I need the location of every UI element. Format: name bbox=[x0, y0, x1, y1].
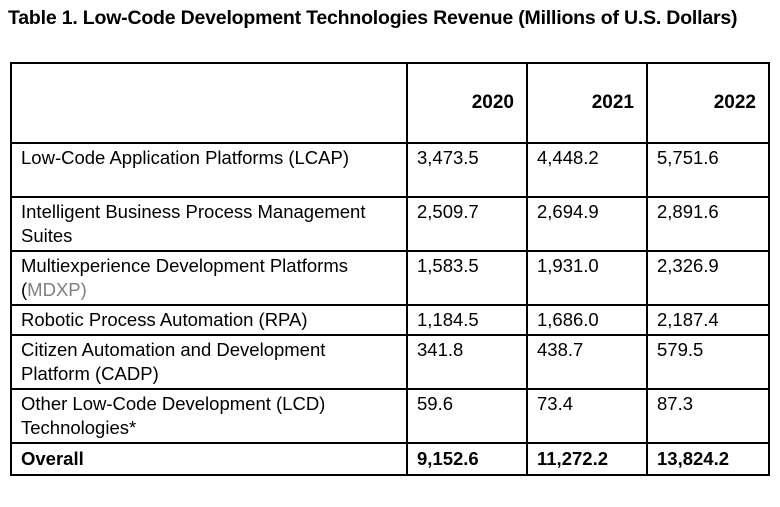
row-label-text: Citizen Automation and Development Platf… bbox=[21, 339, 326, 384]
row-label-acronym-mdxp: MDXP bbox=[27, 279, 81, 300]
row-label-rpa: Robotic Process Automation (RPA) bbox=[10, 304, 408, 336]
cell-overall-2020: 9,152.6 bbox=[406, 442, 528, 476]
cell-ibpms-2021: 2,694.9 bbox=[526, 196, 648, 252]
page-title: Table 1. Low-Code Development Technologi… bbox=[8, 7, 738, 29]
cell-ibpms-2022: 2,891.6 bbox=[646, 196, 770, 252]
row-label-cadp: Citizen Automation and Development Platf… bbox=[10, 334, 408, 390]
row-label-text: Intelligent Business Process Management … bbox=[21, 201, 366, 246]
column-header-2022: 2022 bbox=[646, 62, 770, 144]
row-label-mdxp: Multiexperience Development Platforms (M… bbox=[10, 250, 408, 306]
table-body: Low-Code Application Platforms (LCAP) 3,… bbox=[10, 142, 770, 476]
table-row: Robotic Process Automation (RPA) 1,184.5… bbox=[10, 304, 770, 336]
cell-cadp-2021: 438.7 bbox=[526, 334, 648, 390]
row-label-overall: Overall bbox=[10, 442, 408, 476]
row-label-text-part-a: Multiexperience Development Platforms ( bbox=[21, 255, 348, 300]
header-corner-cell bbox=[10, 62, 408, 144]
header-row: 2020 2021 2022 bbox=[10, 62, 770, 144]
cell-mdxp-2020: 1,583.5 bbox=[406, 250, 528, 306]
table-header: 2020 2021 2022 bbox=[10, 62, 770, 144]
column-header-2021: 2021 bbox=[526, 62, 648, 144]
row-label-lcap: Low-Code Application Platforms (LCAP) bbox=[10, 142, 408, 198]
cell-lcap-2022: 5,751.6 bbox=[646, 142, 770, 198]
cell-rpa-2020: 1,184.5 bbox=[406, 304, 528, 336]
column-header-2020: 2020 bbox=[406, 62, 528, 144]
cell-mdxp-2021: 1,931.0 bbox=[526, 250, 648, 306]
row-label-text-part-b: ) bbox=[80, 279, 87, 300]
cell-other-2021: 73.4 bbox=[526, 388, 648, 444]
table-row: Low-Code Application Platforms (LCAP) 3,… bbox=[10, 142, 770, 198]
cell-ibpms-2020: 2,509.7 bbox=[406, 196, 528, 252]
cell-overall-2022: 13,824.2 bbox=[646, 442, 770, 476]
cell-overall-2021: 11,272.2 bbox=[526, 442, 648, 476]
cell-cadp-2020: 341.8 bbox=[406, 334, 528, 390]
cell-rpa-2022: 2,187.4 bbox=[646, 304, 770, 336]
cell-rpa-2021: 1,686.0 bbox=[526, 304, 648, 336]
row-label-other-lcd: Other Low-Code Development (LCD) Technol… bbox=[10, 388, 408, 444]
row-label-text: Low-Code Application Platforms (LCAP) bbox=[21, 147, 350, 168]
cell-other-2020: 59.6 bbox=[406, 388, 528, 444]
cell-mdxp-2022: 2,326.9 bbox=[646, 250, 770, 306]
table-row: Intelligent Business Process Management … bbox=[10, 196, 770, 252]
table-row: Multiexperience Development Platforms (M… bbox=[10, 250, 770, 306]
table-row: Other Low-Code Development (LCD) Technol… bbox=[10, 388, 770, 444]
cell-other-2022: 87.3 bbox=[646, 388, 770, 444]
table-total-row: Overall 9,152.6 11,272.2 13,824.2 bbox=[10, 442, 770, 476]
row-label-ibpms: Intelligent Business Process Management … bbox=[10, 196, 408, 252]
row-label-text: Other Low-Code Development (LCD) Technol… bbox=[21, 393, 326, 438]
cell-lcap-2021: 4,448.2 bbox=[526, 142, 648, 198]
revenue-table: 2020 2021 2022 Low-Code Application Plat… bbox=[10, 62, 770, 476]
cell-cadp-2022: 579.5 bbox=[646, 334, 770, 390]
table-row: Citizen Automation and Development Platf… bbox=[10, 334, 770, 390]
cell-lcap-2020: 3,473.5 bbox=[406, 142, 528, 198]
row-label-text: Robotic Process Automation (RPA) bbox=[21, 309, 308, 330]
